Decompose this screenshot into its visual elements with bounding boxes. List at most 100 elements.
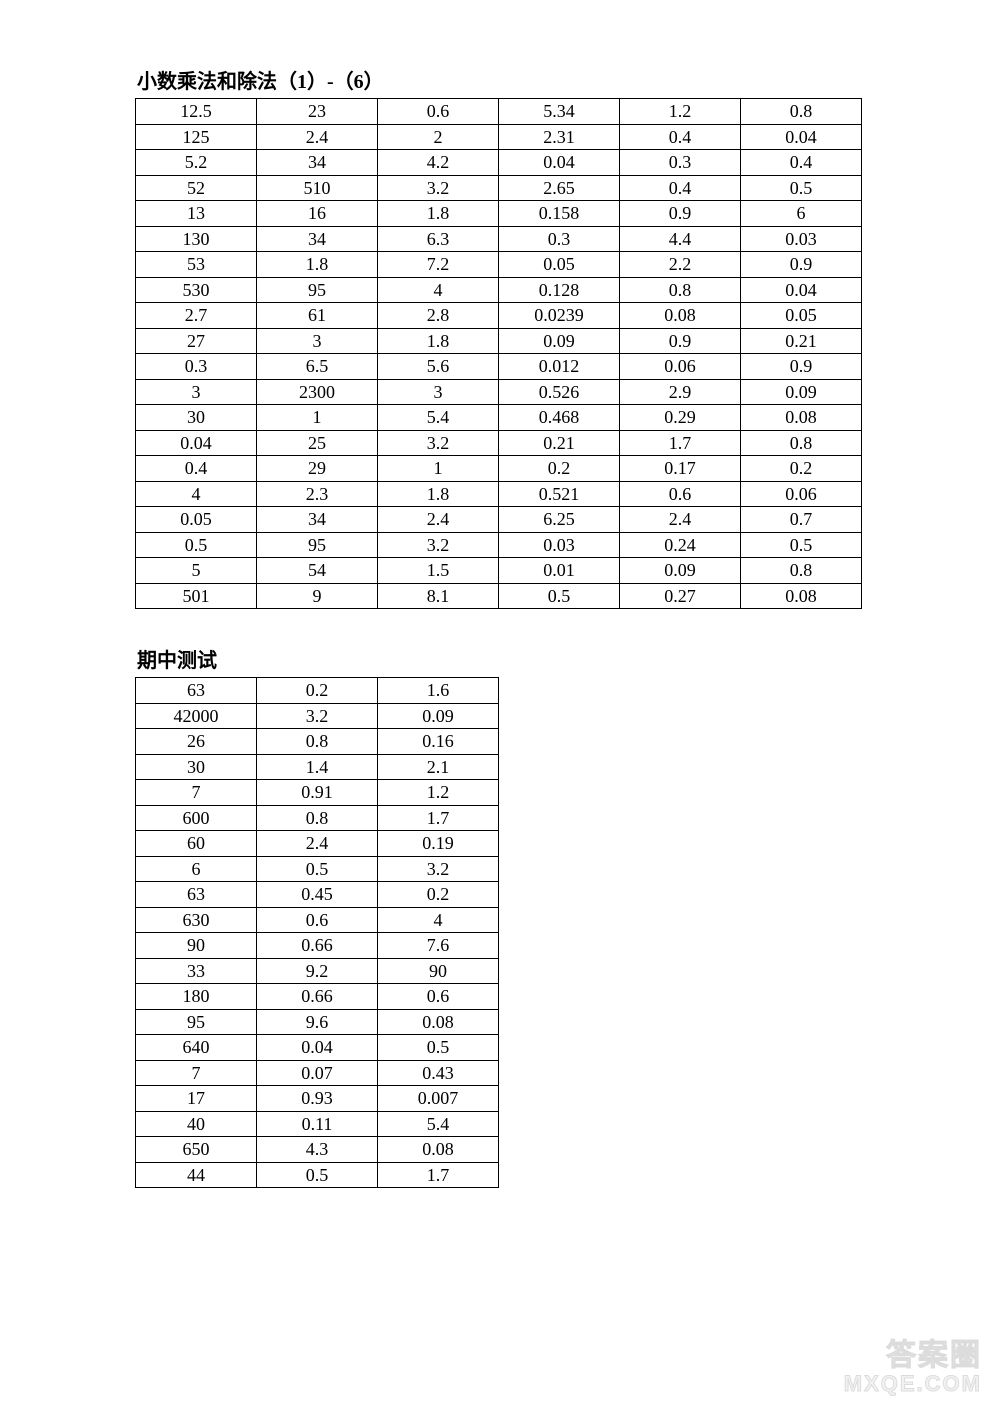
table-cell: 0.19 <box>378 831 499 857</box>
table-row: 2731.80.090.90.21 <box>136 328 862 354</box>
table-cell: 7.6 <box>378 933 499 959</box>
table-cell: 0.04 <box>499 150 620 176</box>
table-section1: 12.5230.65.341.20.81252.422.310.40.045.2… <box>135 98 862 609</box>
table-row: 6000.81.7 <box>136 805 499 831</box>
table-row: 6400.040.5 <box>136 1035 499 1061</box>
table-cell: 0.11 <box>257 1111 378 1137</box>
table-row: 6300.64 <box>136 907 499 933</box>
table-cell: 0.9 <box>741 252 862 278</box>
table-cell: 1.7 <box>620 430 741 456</box>
table-cell: 26 <box>136 729 257 755</box>
table-cell: 0.9 <box>620 201 741 227</box>
table-cell: 12.5 <box>136 99 257 125</box>
table-cell: 0.07 <box>257 1060 378 1086</box>
table-cell: 44 <box>136 1162 257 1188</box>
table-cell: 0.09 <box>499 328 620 354</box>
table-row: 630.450.2 <box>136 882 499 908</box>
table-cell: 2 <box>378 124 499 150</box>
table-cell: 52 <box>136 175 257 201</box>
table-cell: 95 <box>257 277 378 303</box>
table-row: 440.51.7 <box>136 1162 499 1188</box>
table-cell: 8.1 <box>378 583 499 609</box>
table-cell: 1.8 <box>378 481 499 507</box>
table-cell: 2.4 <box>620 507 741 533</box>
table-cell: 3.2 <box>378 430 499 456</box>
table-cell: 2.4 <box>378 507 499 533</box>
table-cell: 95 <box>136 1009 257 1035</box>
table2-body: 630.21.6420003.20.09260.80.16301.42.170.… <box>136 678 499 1188</box>
table-cell: 2.65 <box>499 175 620 201</box>
table-cell: 0.04 <box>741 277 862 303</box>
table-cell: 9.2 <box>257 958 378 984</box>
table-row: 0.5953.20.030.240.5 <box>136 532 862 558</box>
table-cell: 1.2 <box>378 780 499 806</box>
table-row: 50198.10.50.270.08 <box>136 583 862 609</box>
table-cell: 6.5 <box>257 354 378 380</box>
table-cell: 5.2 <box>136 150 257 176</box>
table-cell: 0.8 <box>741 558 862 584</box>
table-cell: 42000 <box>136 703 257 729</box>
table-cell: 0.17 <box>620 456 741 482</box>
watermark: 答案圈 MXQE.COM <box>844 1340 982 1395</box>
table-cell: 0.24 <box>620 532 741 558</box>
table-cell: 1.7 <box>378 805 499 831</box>
table-cell: 0.2 <box>257 678 378 704</box>
table-cell: 34 <box>257 507 378 533</box>
table-cell: 0.5 <box>378 1035 499 1061</box>
section1-title: 小数乘法和除法（1）-（6） <box>135 65 865 94</box>
table-cell: 13 <box>136 201 257 227</box>
table-cell: 63 <box>136 678 257 704</box>
table-cell: 34 <box>257 226 378 252</box>
table-cell: 5.6 <box>378 354 499 380</box>
table-cell: 0.0239 <box>499 303 620 329</box>
table-row: 0.04253.20.211.70.8 <box>136 430 862 456</box>
table-cell: 34 <box>257 150 378 176</box>
table-cell: 0.5 <box>741 532 862 558</box>
table-row: 0.05342.46.252.40.7 <box>136 507 862 533</box>
table-cell: 1.8 <box>378 201 499 227</box>
table-cell: 0.7 <box>741 507 862 533</box>
table-row: 0.36.55.60.0120.060.9 <box>136 354 862 380</box>
table-row: 602.40.19 <box>136 831 499 857</box>
table-cell: 0.4 <box>741 150 862 176</box>
table-cell: 40 <box>136 1111 257 1137</box>
table-cell: 6.3 <box>378 226 499 252</box>
table-cell: 0.8 <box>257 805 378 831</box>
table-cell: 4.3 <box>257 1137 378 1163</box>
table-row: 900.667.6 <box>136 933 499 959</box>
table-row: 260.80.16 <box>136 729 499 755</box>
table-cell: 0.468 <box>499 405 620 431</box>
table-cell: 6 <box>741 201 862 227</box>
table-cell: 0.09 <box>741 379 862 405</box>
table-cell: 1.4 <box>257 754 378 780</box>
table-cell: 0.3 <box>620 150 741 176</box>
table-cell: 63 <box>136 882 257 908</box>
table-cell: 0.5 <box>136 532 257 558</box>
table-cell: 27 <box>136 328 257 354</box>
table-cell: 4 <box>136 481 257 507</box>
table-cell: 0.04 <box>136 430 257 456</box>
table-cell: 0.08 <box>620 303 741 329</box>
table-cell: 0.21 <box>499 430 620 456</box>
table-cell: 1.8 <box>378 328 499 354</box>
table-cell: 0.4 <box>136 456 257 482</box>
table-cell: 2.1 <box>378 754 499 780</box>
table-cell: 640 <box>136 1035 257 1061</box>
table-cell: 0.05 <box>499 252 620 278</box>
table-row: 339.290 <box>136 958 499 984</box>
table-cell: 0.4 <box>620 124 741 150</box>
table-row: 42.31.80.5210.60.06 <box>136 481 862 507</box>
table-cell: 3.2 <box>378 856 499 882</box>
table-cell: 0.01 <box>499 558 620 584</box>
table-cell: 0.5 <box>499 583 620 609</box>
table-cell: 9.6 <box>257 1009 378 1035</box>
table-row: 1252.422.310.40.04 <box>136 124 862 150</box>
table-cell: 0.8 <box>620 277 741 303</box>
table-row: 301.42.1 <box>136 754 499 780</box>
table-cell: 0.007 <box>378 1086 499 1112</box>
table-cell: 2.2 <box>620 252 741 278</box>
table-cell: 25 <box>257 430 378 456</box>
table-cell: 0.3 <box>499 226 620 252</box>
table-cell: 2.31 <box>499 124 620 150</box>
table-cell: 2.7 <box>136 303 257 329</box>
